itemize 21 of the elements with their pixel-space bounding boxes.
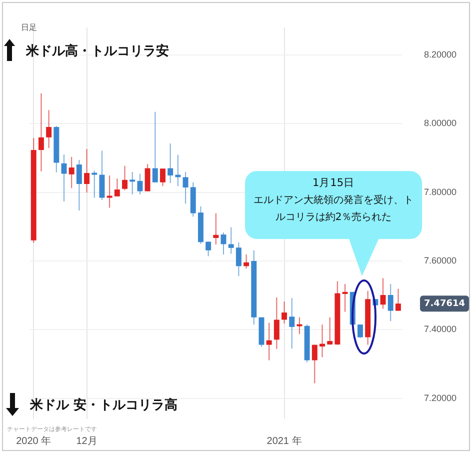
- x-tick-label: 2021 年: [266, 434, 302, 447]
- y-tick-label: 7.60000: [424, 255, 457, 266]
- candlestick: [320, 324, 325, 358]
- y-tick-label: 8.00000: [424, 118, 457, 128]
- text: 7.47614: [424, 298, 465, 309]
- candlestick: [92, 170, 98, 198]
- y-tick-label: 7.80000: [424, 186, 457, 197]
- candlestick: [342, 284, 348, 312]
- annotation: 米ドル高・トルコリラ安: [26, 42, 169, 60]
- y-tick-label: 8.20000: [424, 49, 457, 60]
- candlestick: [106, 175, 112, 208]
- candlestick: [213, 213, 219, 244]
- y-tick-label: 7.20000: [424, 392, 457, 403]
- annotation: 日足: [21, 22, 37, 33]
- x-tick-label: 2020 年: [16, 434, 52, 447]
- x-tick-label: 12月: [76, 436, 98, 447]
- annotation: 1月15日: [311, 176, 356, 191]
- annotation: 米ドル 安・トルコリラ高: [30, 396, 178, 414]
- annotation: エルドアン大統領の発言を受け、トルコリラは約2％売られた: [252, 194, 414, 225]
- candlestick: [130, 172, 136, 194]
- y-tick-label: 7.40000: [424, 324, 457, 334]
